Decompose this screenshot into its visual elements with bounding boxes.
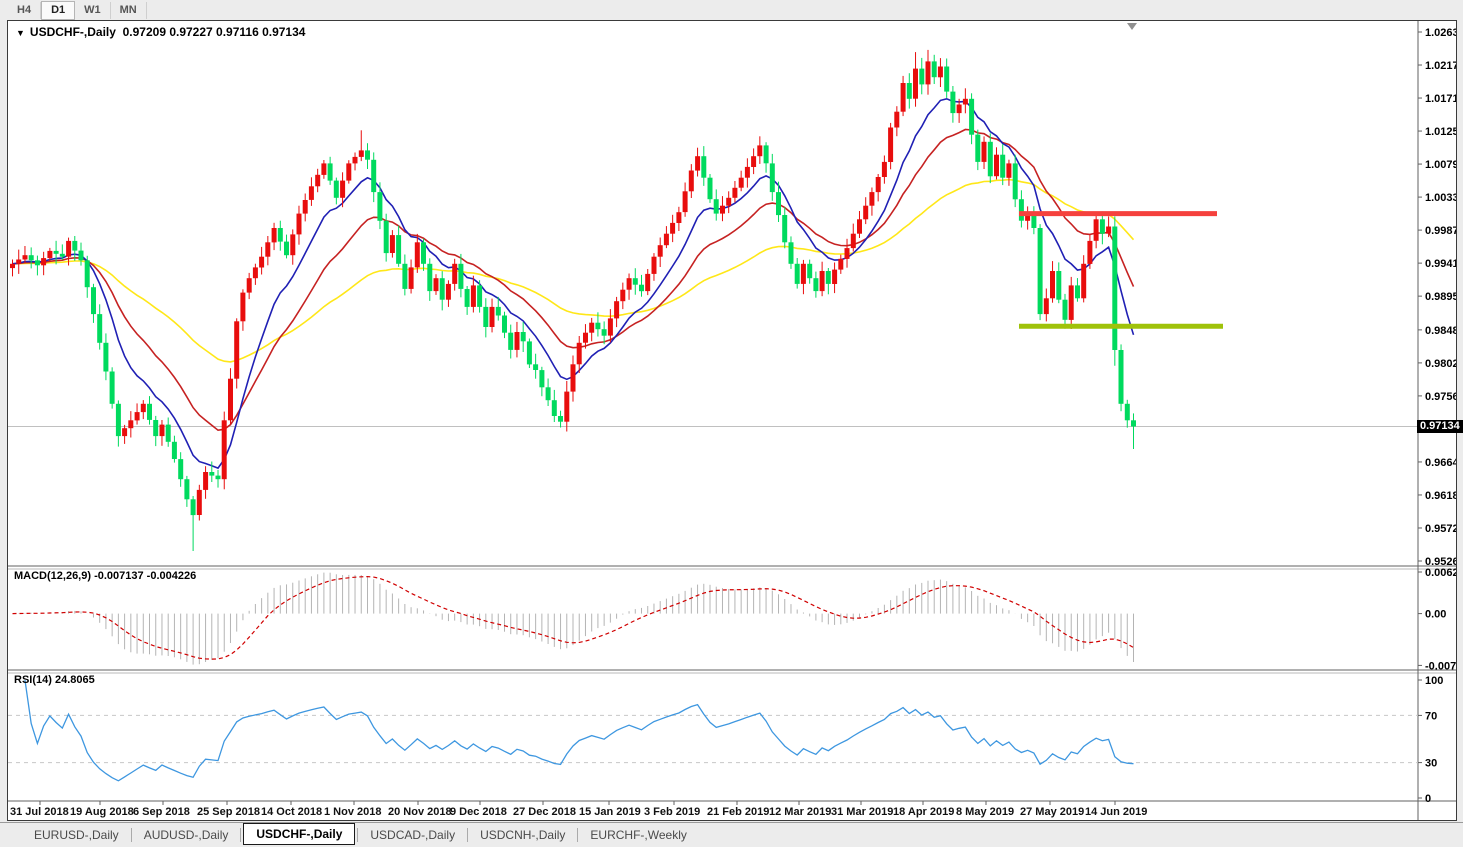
date-axis[interactable]: 31 Jul 2018 19 Aug 2018 6 Sep 2018 25 Sep 2… — [10, 801, 1147, 818]
svg-text:70: 70 — [1425, 710, 1437, 722]
chart-canvas[interactable]: 1.02630 1.02170 1.01710 1.01250 1.00790 1.003… — [8, 21, 1456, 820]
svg-text:18 Apr 2019: 18 Apr 2019 — [893, 806, 954, 818]
svg-text:1.02630: 1.02630 — [1425, 27, 1456, 39]
svg-text:25 Sep 2018: 25 Sep 2018 — [197, 806, 260, 818]
current-price-tag: 0.97134 — [1417, 420, 1463, 434]
ma-line-55 — [12, 178, 1135, 363]
svg-text:1.01710: 1.01710 — [1425, 93, 1456, 105]
svg-text:1.02170: 1.02170 — [1425, 60, 1456, 72]
tab-separator — [467, 828, 469, 842]
timeframe-button-d1[interactable]: D1 — [41, 0, 76, 20]
tab-usdcnh[interactable]: USDCNH-,Daily — [480, 828, 566, 842]
svg-text:1.01250: 1.01250 — [1425, 126, 1456, 138]
svg-text:1 Nov 2018: 1 Nov 2018 — [324, 806, 381, 818]
chart-tab-bar: EURUSD-,Daily AUDUSD-,Daily USDCHF-,Daily U… — [0, 822, 1463, 847]
svg-text:31 Mar 2019: 31 Mar 2019 — [831, 806, 893, 818]
svg-text:21 Feb 2019: 21 Feb 2019 — [707, 806, 769, 818]
ma-line-10 — [12, 97, 1135, 470]
chevron-down-icon[interactable]: ▼ — [16, 28, 25, 38]
candles — [10, 49, 1136, 551]
svg-text:0.00: 0.00 — [1425, 609, 1446, 621]
timeframe-toolbar: H4 D1 W1 MN — [0, 0, 1463, 20]
chart-symbol-label: USDCHF-,Daily — [29, 25, 116, 39]
price-axis[interactable]: 1.02630 1.02170 1.01710 1.01250 1.00790 1.003… — [1418, 27, 1456, 805]
timeframe-button-h4[interactable]: H4 — [8, 1, 42, 19]
svg-text:27 May 2019: 27 May 2019 — [1020, 806, 1084, 818]
svg-text:1.00790: 1.00790 — [1425, 159, 1456, 171]
macd-label: MACD(12,26,9) -0.007137 -0.004226 — [14, 570, 197, 582]
svg-text:6 Sep 2018: 6 Sep 2018 — [133, 806, 190, 818]
ma-line-21 — [12, 128, 1135, 432]
svg-text:-0.007777: -0.007777 — [1425, 660, 1456, 672]
svg-text:0.006293: 0.006293 — [1425, 567, 1456, 579]
tab-separator — [577, 828, 579, 842]
tab-separator — [240, 828, 242, 842]
svg-text:14 Oct 2018: 14 Oct 2018 — [261, 806, 322, 818]
svg-text:0: 0 — [1425, 793, 1431, 805]
svg-text:100: 100 — [1425, 675, 1443, 687]
tab-usdcad[interactable]: USDCAD-,Daily — [370, 828, 456, 842]
svg-text:14 Jun 2019: 14 Jun 2019 — [1085, 806, 1147, 818]
svg-text:20 Nov 2018: 20 Nov 2018 — [388, 806, 452, 818]
tab-audusd[interactable]: AUDUSD-,Daily — [143, 828, 229, 842]
svg-text:30: 30 — [1425, 758, 1437, 770]
chart-window[interactable]: ▼ USDCHF-,Daily 0.97209 0.97227 0.97116 0… — [7, 20, 1463, 821]
chart-title: ▼ USDCHF-,Daily 0.97209 0.97227 0.97116 0… — [16, 25, 305, 39]
svg-text:31 Jul 2018: 31 Jul 2018 — [10, 806, 69, 818]
svg-text:9 Dec 2018: 9 Dec 2018 — [450, 806, 507, 818]
tab-eurusd[interactable]: EURUSD-,Daily — [34, 828, 119, 842]
svg-text:3 Feb 2019: 3 Feb 2019 — [644, 806, 700, 818]
svg-text:19 Aug 2018: 19 Aug 2018 — [70, 806, 134, 818]
tab-usdchf[interactable]: USDCHF-,Daily — [243, 822, 356, 845]
tab-separator — [357, 828, 359, 842]
macd-histogram — [18, 572, 1135, 665]
svg-text:15 Jan 2019: 15 Jan 2019 — [579, 806, 641, 818]
timeframe-button-mn[interactable]: MN — [111, 1, 147, 19]
svg-text:27 Dec 2018: 27 Dec 2018 — [513, 806, 576, 818]
svg-text:12 Mar 2019: 12 Mar 2019 — [769, 806, 831, 818]
tab-eurchf[interactable]: EURCHF-,Weekly — [590, 828, 687, 842]
timeframe-button-w1[interactable]: W1 — [75, 1, 111, 19]
chart-ohlc-values: 0.97209 0.97227 0.97116 0.97134 — [122, 25, 306, 39]
chart-shift-marker-icon[interactable] — [1127, 23, 1137, 30]
svg-text:8 May 2019: 8 May 2019 — [956, 806, 1014, 818]
rsi-line — [24, 679, 1134, 782]
rsi-label: RSI(14) 24.8065 — [14, 674, 95, 686]
macd-signal-line — [12, 575, 1134, 660]
tab-separator — [130, 828, 132, 842]
